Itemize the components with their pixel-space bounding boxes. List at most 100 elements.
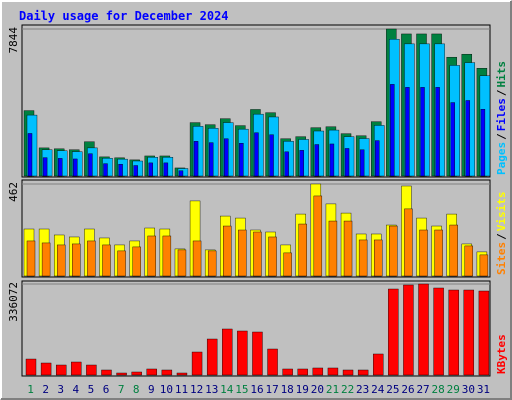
bar bbox=[222, 328, 233, 376]
bar bbox=[480, 109, 486, 177]
bar bbox=[449, 224, 458, 277]
bar bbox=[239, 143, 244, 177]
bar bbox=[299, 150, 304, 177]
bar bbox=[435, 87, 440, 177]
x-tick-label: 29 bbox=[447, 383, 460, 396]
bar bbox=[375, 140, 380, 177]
bar bbox=[41, 242, 51, 277]
bar bbox=[101, 369, 112, 376]
x-tick-label: 11 bbox=[175, 383, 188, 396]
legend-entry: KBytes bbox=[495, 334, 508, 374]
bar bbox=[405, 87, 410, 177]
bar bbox=[87, 240, 96, 277]
bar bbox=[342, 369, 354, 376]
bar bbox=[448, 289, 459, 376]
bar bbox=[464, 245, 474, 277]
x-tick-label: 1 bbox=[27, 383, 34, 396]
bar bbox=[191, 351, 203, 376]
bar bbox=[282, 368, 293, 376]
x-tick-label: 25 bbox=[386, 383, 399, 396]
x-tick-label: 8 bbox=[133, 383, 140, 396]
x-tick-label: 31 bbox=[477, 383, 490, 396]
bar bbox=[131, 371, 142, 376]
bar bbox=[254, 132, 259, 177]
bar bbox=[433, 287, 444, 376]
bar bbox=[403, 284, 414, 376]
bar bbox=[27, 133, 33, 177]
bar bbox=[478, 290, 490, 376]
legend-entry: Sites bbox=[495, 242, 508, 275]
bar bbox=[268, 236, 277, 277]
bar bbox=[25, 358, 37, 376]
bar bbox=[57, 158, 63, 177]
bar bbox=[359, 149, 365, 177]
bar bbox=[327, 367, 339, 376]
legend: Sites /Visits bbox=[495, 192, 508, 276]
x-tick-label: 10 bbox=[160, 383, 173, 396]
x-tick-label: 21 bbox=[326, 383, 339, 396]
bar bbox=[313, 195, 323, 277]
bar bbox=[314, 144, 320, 177]
x-tick-label: 30 bbox=[462, 383, 475, 396]
x-tick-label: 14 bbox=[220, 383, 234, 396]
bar bbox=[252, 331, 263, 376]
bar bbox=[118, 163, 123, 177]
bar bbox=[357, 369, 369, 376]
bar bbox=[86, 364, 97, 376]
bar bbox=[344, 148, 350, 177]
bar bbox=[71, 361, 82, 376]
bar bbox=[420, 87, 425, 177]
bar bbox=[312, 367, 324, 376]
bar bbox=[283, 252, 292, 277]
legend-separator: / bbox=[495, 89, 508, 96]
bar bbox=[207, 250, 217, 277]
bar bbox=[132, 246, 141, 277]
x-tick-label: 3 bbox=[57, 383, 64, 396]
bar bbox=[102, 244, 111, 277]
bar bbox=[176, 372, 188, 376]
x-tick-label: 12 bbox=[190, 383, 203, 396]
bar bbox=[224, 138, 229, 177]
bar bbox=[434, 229, 443, 277]
bar bbox=[148, 162, 153, 177]
bar bbox=[418, 283, 429, 376]
x-tick-label: 18 bbox=[281, 383, 294, 396]
bar bbox=[267, 348, 278, 376]
bar bbox=[465, 100, 471, 177]
legend: KBytes bbox=[495, 334, 508, 374]
legend-entry: Visits bbox=[495, 192, 508, 232]
bar bbox=[103, 163, 108, 177]
bar bbox=[133, 165, 138, 177]
bar bbox=[177, 249, 187, 277]
x-tick-label: 28 bbox=[432, 383, 445, 396]
y-tick-label: 462 bbox=[7, 182, 20, 202]
bar bbox=[253, 231, 262, 277]
bar bbox=[146, 368, 157, 376]
bar bbox=[116, 372, 127, 376]
bar bbox=[419, 229, 428, 277]
x-tick-label: 22 bbox=[341, 383, 354, 396]
bar bbox=[192, 240, 202, 277]
legend-separator: / bbox=[495, 133, 508, 140]
bar bbox=[329, 143, 335, 177]
bar bbox=[237, 330, 248, 376]
legend: Pages/Files/Hits bbox=[495, 61, 508, 175]
bar bbox=[193, 141, 199, 177]
x-tick-label: 15 bbox=[235, 383, 248, 396]
legend-entry: Files bbox=[495, 98, 508, 131]
bar bbox=[269, 134, 274, 177]
bar bbox=[374, 239, 383, 277]
bar bbox=[117, 250, 126, 277]
bar bbox=[463, 289, 475, 376]
x-tick-label: 24 bbox=[371, 383, 385, 396]
bar bbox=[328, 220, 338, 277]
bar bbox=[479, 254, 489, 277]
legend-entry: Pages bbox=[495, 142, 508, 175]
bar bbox=[72, 243, 81, 277]
x-tick-label: 27 bbox=[416, 383, 429, 396]
chart-title: Daily usage for December 2024 bbox=[19, 9, 229, 23]
